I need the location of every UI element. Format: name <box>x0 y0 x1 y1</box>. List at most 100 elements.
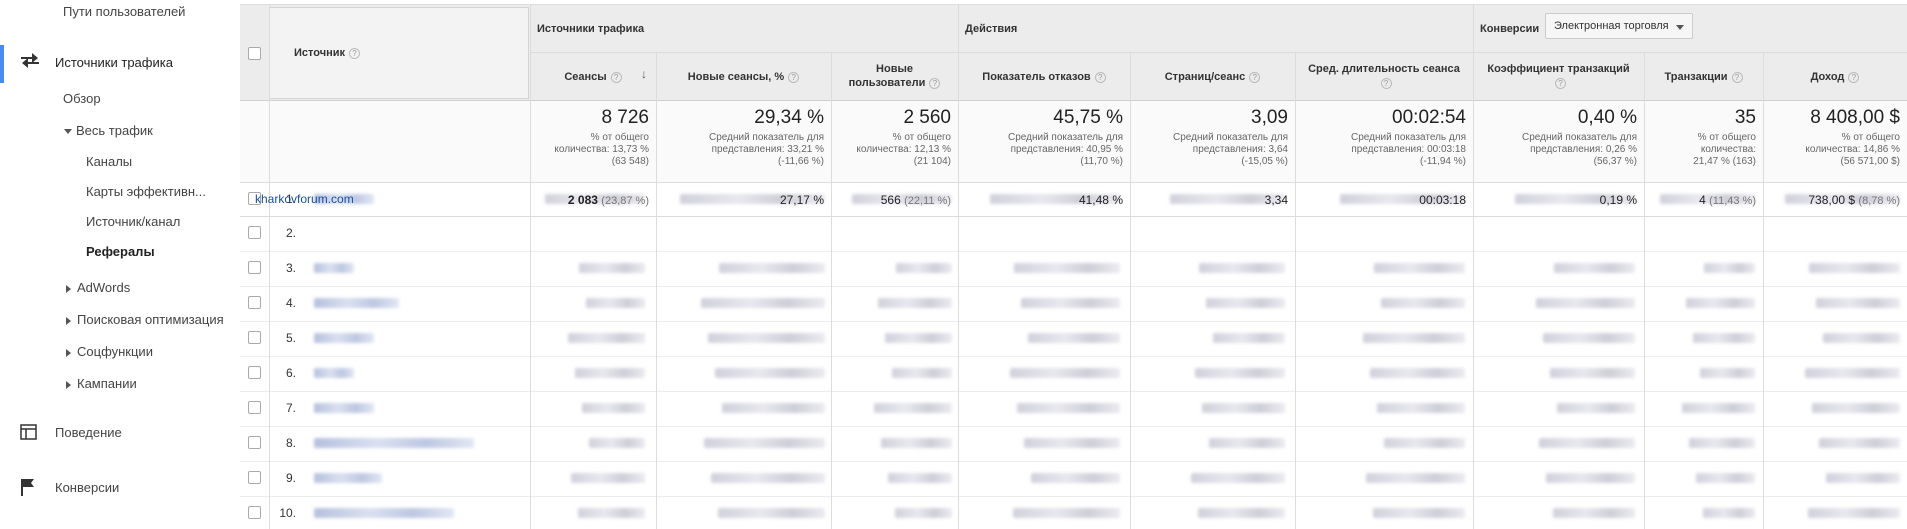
total-new-sessions: 29,34 % <box>754 107 824 128</box>
row-checkbox[interactable] <box>248 366 261 379</box>
row-value-redacted <box>1693 333 1755 343</box>
row-value-redacted <box>1696 473 1755 483</box>
help-icon[interactable]: ? <box>610 71 622 83</box>
col-source-header[interactable]: Источник? <box>294 46 361 60</box>
col-new-users-header[interactable]: Новые пользователи? <box>831 62 958 90</box>
row-source-redacted[interactable] <box>314 194 374 204</box>
row-value-redacted <box>704 438 825 448</box>
row-value-redacted <box>1021 298 1120 308</box>
help-icon[interactable]: ? <box>349 47 361 59</box>
row-source-redacted[interactable] <box>314 263 354 273</box>
row-value-redacted <box>571 473 645 483</box>
row-value-redacted <box>852 194 952 204</box>
nav-treemaps[interactable]: Карты эффективн... <box>86 184 206 199</box>
row-value-redacted <box>701 298 825 308</box>
nav-behavior[interactable]: Поведение <box>55 425 122 440</box>
col-duration-header[interactable]: Сред. длительность сеанса? <box>1295 62 1473 90</box>
nav-social[interactable]: Соцфункции <box>66 344 153 359</box>
nav-seo-label: Поисковая оптимизация <box>77 312 224 327</box>
row-value-redacted <box>575 368 645 378</box>
row-value-redacted <box>1195 368 1285 378</box>
row-value-redacted <box>1199 263 1285 273</box>
help-icon[interactable]: ? <box>788 71 800 83</box>
row-source-redacted[interactable] <box>314 403 374 413</box>
row-value-redacted <box>1546 473 1635 483</box>
row-value-redacted <box>1377 403 1465 413</box>
conversion-type-select[interactable]: Электронная торговля <box>1545 13 1693 39</box>
row-checkbox[interactable] <box>248 226 261 239</box>
row-2-conv-rate: 0,19 % <box>1599 193 1637 207</box>
help-icon[interactable]: ? <box>1848 71 1860 83</box>
total-transactions: 35 <box>1734 107 1756 128</box>
row-source-redacted[interactable] <box>314 333 374 343</box>
col-pages-header[interactable]: Страниц/сеанс? <box>1130 70 1295 84</box>
row-source-redacted[interactable] <box>314 473 382 483</box>
active-indicator <box>0 45 4 83</box>
help-icon[interactable]: ? <box>1380 77 1392 89</box>
row-checkbox[interactable] <box>248 331 261 344</box>
col-bounce-header[interactable]: Показатель отказов? <box>958 70 1130 84</box>
group-acquisition: Источники трафика <box>537 23 645 35</box>
row-checkbox[interactable] <box>248 436 261 449</box>
row-2-new-users-value: 566 <box>880 193 901 207</box>
row-value-redacted <box>1384 438 1465 448</box>
nav-conversions[interactable]: Конверсии <box>55 480 120 495</box>
row-value-redacted <box>680 194 825 204</box>
row-value-redacted <box>1202 403 1285 413</box>
help-icon[interactable]: ? <box>1249 71 1261 83</box>
nav-adwords[interactable]: AdWords <box>66 280 130 295</box>
row-source-redacted[interactable] <box>314 438 474 448</box>
row-2-bounce: 41,48 % <box>1078 193 1123 207</box>
total-new-users-sub: % от общего количества: 12,13 % (21 104) <box>856 132 951 167</box>
select-all-checkbox[interactable] <box>248 47 261 60</box>
row-2-source[interactable]: kharkovforum.com <box>255 192 354 206</box>
row-value-redacted <box>1805 368 1900 378</box>
col-new-sessions-header[interactable]: Новые сеансы, %? <box>656 70 831 84</box>
total-conv-rate-sub: Средний показатель для представления: 0,2… <box>1522 132 1637 167</box>
row-value-redacted <box>888 473 952 483</box>
total-new-sessions-sub: Средний показатель для представления: 33,… <box>709 132 824 167</box>
help-icon[interactable]: ? <box>929 77 941 89</box>
row-checkbox[interactable] <box>248 506 261 519</box>
row-checkbox[interactable] <box>248 401 261 414</box>
row-value-redacted <box>892 368 952 378</box>
help-icon[interactable]: ? <box>1731 71 1743 83</box>
row-source-redacted[interactable] <box>314 368 354 378</box>
row-2-new-sessions: 27,17 % <box>779 193 824 207</box>
help-icon[interactable]: ? <box>1094 71 1106 83</box>
row-value-redacted <box>1812 403 1900 413</box>
row-source-redacted[interactable] <box>314 298 399 308</box>
nav-all-traffic[interactable]: Весь трафик <box>64 123 153 138</box>
col-sessions-header[interactable]: Сеансы? <box>530 70 656 84</box>
row-source-redacted[interactable] <box>314 508 454 518</box>
nav-channels[interactable]: Каналы <box>86 154 133 169</box>
row-value-redacted <box>1170 194 1285 204</box>
sort-desc-arrow-icon[interactable]: ↓ <box>641 67 647 81</box>
row-value-redacted <box>1340 194 1465 204</box>
nav-user-paths[interactable]: Пути пользователей <box>63 4 186 19</box>
col-revenue-header[interactable]: Доход? <box>1763 70 1907 84</box>
row-value-redacted <box>1550 368 1635 378</box>
nav-source-medium[interactable]: Источник/канал <box>86 214 181 229</box>
total-bounce: 45,75 % <box>1053 107 1123 128</box>
row-value-redacted <box>578 508 645 518</box>
row-checkbox[interactable] <box>248 192 261 205</box>
col-duration-label: Сред. длительность сеанса <box>1308 63 1460 75</box>
row-value-redacted <box>1785 194 1900 204</box>
sidebar: Пути пользователей Источники трафика Обз… <box>0 0 240 528</box>
col-conv-rate-header[interactable]: Коэффициент транзакций? <box>1473 62 1644 90</box>
row-checkbox[interactable] <box>248 296 261 309</box>
row-value-redacted <box>1213 333 1285 343</box>
row-value-redacted <box>874 403 952 413</box>
col-transactions-header[interactable]: Транзакции? <box>1644 70 1763 84</box>
help-icon[interactable]: ? <box>1555 77 1566 89</box>
nav-overview[interactable]: Обзор <box>63 91 101 106</box>
nav-campaigns[interactable]: Кампании <box>66 376 137 391</box>
nav-traffic-sources[interactable]: Источники трафика <box>55 55 173 70</box>
nav-referrals[interactable]: Рефералы <box>86 244 155 259</box>
totals-row <box>240 100 1907 182</box>
row-checkbox[interactable] <box>248 471 261 484</box>
nav-seo[interactable]: Поисковая оптимизация <box>66 312 224 327</box>
row-2-sessions-pct: (23,87 %) <box>601 195 649 207</box>
row-checkbox[interactable] <box>248 261 261 274</box>
